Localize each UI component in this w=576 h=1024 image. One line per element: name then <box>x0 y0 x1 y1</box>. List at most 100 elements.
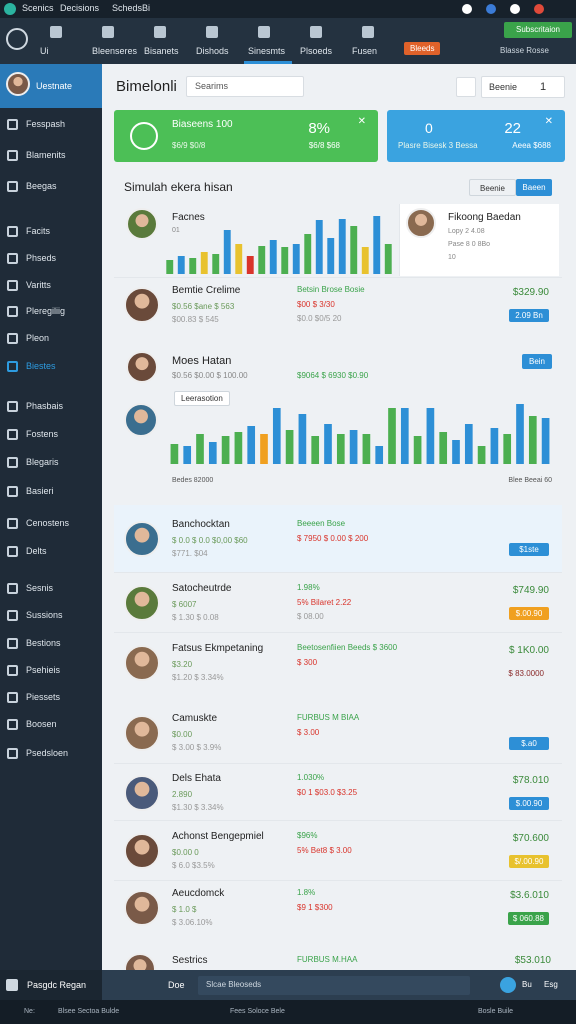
sidebar-item[interactable]: Delts <box>26 546 47 556</box>
bar <box>183 446 192 464</box>
row-badge[interactable]: $ 060.88 <box>507 912 549 925</box>
nav-item[interactable]: Bleenseres <box>92 46 138 56</box>
nav-item[interactable]: Dishods <box>196 46 229 56</box>
row-badge[interactable]: $.00.90 <box>509 607 549 620</box>
sidebar-item[interactable]: Beegas <box>26 181 57 191</box>
sidebar-item[interactable]: Basieri <box>26 486 54 496</box>
nav-item[interactable]: Ui <box>40 46 49 56</box>
sidebar-item[interactable]: Psedsloen <box>26 748 69 758</box>
list-row: Dels Ehata 2.890 $1.30 $ 3.34% 1.030% $0 1 $… <box>114 763 562 820</box>
list-row: Banchocktan $ 0.0 $ 0.0 $0,00 $60 $771. $0… <box>114 505 562 572</box>
sidebar-item[interactable]: Pleregiliig <box>26 306 66 316</box>
sidebar-item[interactable]: Bestions <box>26 638 61 648</box>
top-icon[interactable] <box>486 4 496 14</box>
row-name[interactable]: Achonst Bengepmiel <box>172 831 264 842</box>
top-icon[interactable] <box>510 4 520 14</box>
bar <box>311 436 320 464</box>
top-menu-item[interactable]: Bi <box>142 3 151 13</box>
nav-icon[interactable] <box>206 26 218 38</box>
row-badge[interactable]: $/.00.90 <box>509 855 549 868</box>
sidebar-item[interactable]: Cenostens <box>26 518 70 528</box>
bottom-link[interactable]: Esg <box>544 980 558 989</box>
bar <box>208 442 217 464</box>
row-badge[interactable]: $.00.90 <box>509 796 549 810</box>
bottom-link[interactable]: Bu <box>522 980 532 989</box>
row-mid: $0.0 $0/5 20 <box>297 314 342 323</box>
top-menu-item[interactable]: Scheds <box>112 3 143 13</box>
nav-badge[interactable]: Bleeds <box>404 42 441 55</box>
nav-item[interactable]: Fusen <box>352 46 378 56</box>
sidebar-item[interactable]: Piessets <box>26 692 61 702</box>
sidebar-item[interactable]: Facits <box>26 226 51 236</box>
bar <box>400 408 409 464</box>
nav-icon[interactable] <box>362 26 374 38</box>
bar <box>528 416 537 464</box>
avatar <box>124 644 160 681</box>
top-menu-item[interactable]: Decisions <box>60 3 100 13</box>
nav-icon[interactable] <box>102 26 114 38</box>
row-mid: $ 300 <box>297 657 318 667</box>
nav-icon[interactable] <box>50 26 62 38</box>
sidebar-item[interactable]: Phasbais <box>26 401 64 411</box>
bar <box>298 414 307 464</box>
row-badge[interactable]: $.a0 <box>509 737 549 750</box>
row-price: $ 1K0.00 <box>508 644 549 656</box>
row-price: $70.600 <box>512 833 549 844</box>
row-name[interactable]: Satocheutrde <box>172 583 232 594</box>
nav-item[interactable]: Sinesmts <box>248 46 286 56</box>
sidebar-item[interactable]: Sesnis <box>26 583 54 593</box>
top-icon[interactable] <box>534 4 544 14</box>
sidebar-item[interactable]: Pleon <box>26 333 50 343</box>
row-sub: $ 1.30 $ 0.08 <box>172 613 219 622</box>
bottom-action[interactable] <box>500 977 516 993</box>
sidebar-item[interactable]: Varitts <box>26 280 51 290</box>
bottom-input[interactable]: Slcae Bleoseds <box>198 976 470 995</box>
row-name[interactable]: Banchocktan <box>172 518 230 530</box>
sidebar-item[interactable]: Blamenits <box>26 150 66 160</box>
sidebar-item[interactable]: Phseds <box>26 253 57 263</box>
sidebar-icon <box>7 610 18 621</box>
back-button[interactable]: Doe <box>168 980 185 990</box>
top-menu-item[interactable]: Scenics <box>22 3 54 13</box>
row-badge[interactable]: $1ste <box>509 542 549 556</box>
row-price: $749.90 <box>512 585 549 596</box>
subscribe-button[interactable]: Subscritaion <box>504 22 572 38</box>
top-icon[interactable] <box>462 4 472 14</box>
sidebar-item[interactable]: Fostens <box>26 429 59 439</box>
user-name[interactable]: Uestnate <box>36 81 73 91</box>
stat-value: 22 <box>504 120 521 137</box>
bar <box>285 430 294 464</box>
row-name[interactable]: Dels Ehata <box>172 772 221 784</box>
nav-icon[interactable] <box>310 26 322 38</box>
sidebar-item[interactable]: Fesspash <box>26 119 66 129</box>
sidebar-item[interactable]: Boosen <box>26 719 57 729</box>
nav-icon[interactable] <box>258 26 270 38</box>
panel-button[interactable]: Baeen <box>516 179 552 196</box>
panel-button[interactable]: Bein <box>522 354 552 369</box>
nav-item[interactable]: Bisanets <box>144 46 179 56</box>
sidebar-icon <box>7 518 18 529</box>
search-input[interactable]: Searims <box>186 76 304 97</box>
row-badge[interactable]: 2.09 Bn <box>509 309 549 322</box>
panel-button[interactable]: Beenie <box>469 179 516 196</box>
sidebar-item[interactable]: Blegaris <box>26 457 59 467</box>
search-button[interactable] <box>456 77 476 97</box>
bottom-bar: Pasgdc Regan Doe Slcae Bleoseds Bu Esg <box>0 970 576 1000</box>
nav-icon[interactable] <box>154 26 166 38</box>
row-badge[interactable]: $ 83.0000 <box>508 668 544 678</box>
row-name[interactable]: Fatsus Ekmpetaning <box>172 642 264 654</box>
sidebar-item[interactable]: Biestes <box>26 361 56 371</box>
row-price: $53.010 <box>514 955 551 966</box>
sidebar-item[interactable]: Sussions <box>26 610 63 620</box>
sidebar-item[interactable]: Psehieis <box>26 665 61 675</box>
row-name[interactable]: Bemtie Crelime <box>172 285 241 296</box>
nav-item[interactable]: Plsoeds <box>300 46 333 56</box>
bar <box>292 244 300 274</box>
row-mid: 1.030% <box>297 772 325 782</box>
bottom-icon <box>6 979 18 991</box>
avatar <box>124 715 160 751</box>
row-name[interactable]: Sestrics <box>172 955 208 966</box>
row-name[interactable]: Aeucdomck <box>172 888 225 899</box>
select[interactable]: Beenie 1 <box>481 76 565 98</box>
row-name[interactable]: Camuskte <box>172 713 218 724</box>
